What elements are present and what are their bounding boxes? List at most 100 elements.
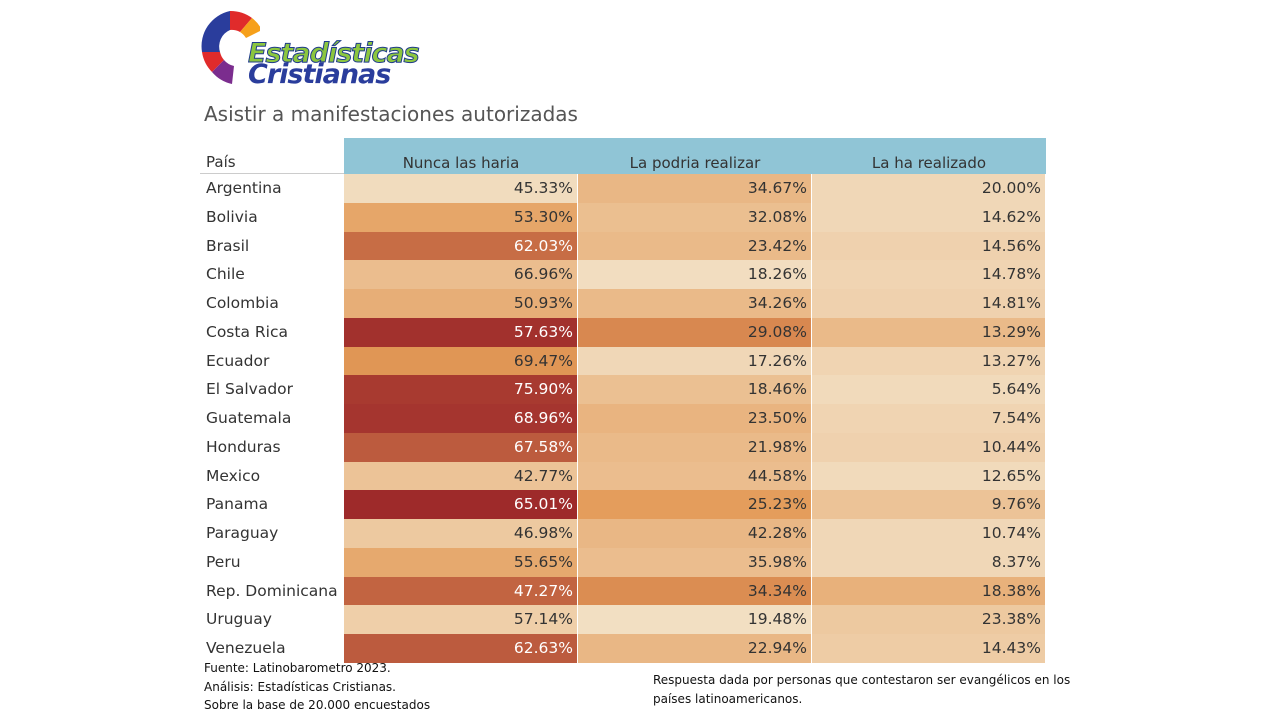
logo-ring-icon	[201, 10, 262, 84]
value-cell: 45.33%	[344, 174, 577, 203]
value-cell: 18.26%	[578, 260, 811, 289]
value-cell: 23.38%	[812, 605, 1045, 634]
value-cell: 50.93%	[344, 289, 577, 318]
value-cell: 5.64%	[812, 375, 1045, 404]
value-cell: 34.67%	[578, 174, 811, 203]
table-row: Guatemala 68.96% 23.50% 7.54%	[200, 404, 1046, 433]
table-row: Bolivia 53.30% 32.08% 14.62%	[200, 202, 1046, 232]
value-cell: 62.63%	[344, 634, 577, 663]
value-cell: 14.78%	[812, 260, 1045, 289]
logo-text-line2: Cristianas	[248, 59, 391, 90]
value-cell: 22.94%	[578, 634, 811, 663]
value-cell: 13.27%	[812, 346, 1045, 376]
table-row: Ecuador 69.47% 17.26% 13.27%	[200, 346, 1046, 376]
data-table: País Nunca las haria La podria realizar …	[200, 138, 1046, 663]
country-label: Rep. Dominicana	[206, 581, 338, 600]
value-cell: 19.48%	[578, 605, 811, 634]
value-cell: 67.58%	[344, 432, 577, 462]
value-cell: 44.58%	[578, 461, 811, 491]
header-pais-label: País	[206, 153, 236, 171]
table-row: Costa Rica 57.63% 29.08% 13.29%	[200, 317, 1046, 347]
value-cell: 14.62%	[812, 202, 1045, 232]
country-label: Panama	[206, 495, 269, 514]
value-cell: 14.43%	[812, 634, 1045, 663]
value-cell: 57.63%	[344, 317, 577, 347]
value-cell: 14.56%	[812, 231, 1045, 261]
footer-left: Fuente: Latinobarometro 2023. Análisis: …	[204, 659, 430, 715]
table-body: Argentina 45.33% 34.67% 20.00% Bolivia 53.30%…	[200, 174, 1046, 663]
value-cell: 46.98%	[344, 519, 577, 548]
country-label: Chile	[206, 265, 245, 284]
country-label: Uruguay	[206, 610, 272, 629]
value-cell: 62.03%	[344, 231, 577, 261]
value-cell: 10.44%	[812, 432, 1045, 462]
table-row: Honduras 67.58% 21.98% 10.44%	[200, 432, 1046, 462]
table-row: Mexico 42.77% 44.58% 12.65%	[200, 461, 1046, 491]
value-cell: 14.81%	[812, 289, 1045, 318]
country-label: Argentina	[206, 179, 282, 197]
country-label: Guatemala	[206, 409, 292, 427]
table-row: Chile 66.96% 18.26% 14.78%	[200, 260, 1046, 289]
value-cell: 47.27%	[344, 576, 577, 606]
value-cell: 32.08%	[578, 202, 811, 232]
country-label: Paraguay	[206, 524, 279, 542]
value-cell: 9.76%	[812, 490, 1045, 519]
value-cell: 20.00%	[812, 174, 1045, 203]
value-cell: 17.26%	[578, 346, 811, 376]
chart-title: Asistir a manifestaciones autorizadas	[204, 102, 578, 126]
country-label: El Salvador	[206, 380, 294, 399]
value-cell: 53.30%	[344, 202, 577, 232]
value-cell: 18.46%	[578, 375, 811, 404]
value-cell: 34.34%	[578, 576, 811, 606]
country-label: Honduras	[206, 437, 281, 456]
country-label: Venezuela	[206, 639, 286, 657]
country-label: Peru	[206, 552, 241, 571]
value-cell: 55.65%	[344, 547, 577, 577]
value-cell: 75.90%	[344, 375, 577, 404]
header-col-podria: La podria realizar	[629, 154, 761, 172]
country-label: Brasil	[206, 236, 250, 255]
table-row: Venezuela 62.63% 22.94% 14.43%	[200, 634, 1046, 663]
footer-source: Fuente: Latinobarometro 2023.	[204, 661, 391, 675]
footer-note: Respuesta dada por personas que contesta…	[653, 673, 1071, 706]
header-band	[344, 138, 1046, 174]
value-cell: 29.08%	[578, 317, 811, 347]
logo: Estadísticas Cristianas	[200, 8, 432, 90]
value-cell: 66.96%	[344, 260, 577, 289]
value-cell: 65.01%	[344, 490, 577, 519]
value-cell: 23.42%	[578, 231, 811, 261]
value-cell: 21.98%	[578, 432, 811, 462]
value-cell: 42.77%	[344, 461, 577, 491]
value-cell: 12.65%	[812, 461, 1045, 491]
table-row: Brasil 62.03% 23.42% 14.56%	[200, 231, 1046, 261]
table-header: País Nunca las haria La podria realizar …	[200, 138, 1046, 174]
table-row: Panama 65.01% 25.23% 9.76%	[200, 490, 1046, 519]
country-label: Ecuador	[206, 351, 270, 370]
header-col-realizado: La ha realizado	[871, 154, 987, 172]
footer-sample: Sobre la base de 20.000 encuestados	[204, 698, 431, 712]
value-cell: 25.23%	[578, 490, 811, 519]
table-row: Peru 55.65% 35.98% 8.37%	[200, 547, 1046, 577]
table-row: El Salvador 75.90% 18.46% 5.64%	[200, 375, 1046, 404]
value-cell: 35.98%	[578, 547, 811, 577]
table-row: Argentina 45.33% 34.67% 20.00%	[200, 174, 1046, 203]
value-cell: 69.47%	[344, 346, 577, 376]
value-cell: 8.37%	[812, 547, 1045, 577]
value-cell: 57.14%	[344, 605, 577, 634]
table-row: Uruguay 57.14% 19.48% 23.38%	[200, 605, 1046, 634]
value-cell: 13.29%	[812, 317, 1045, 347]
table-row: Colombia 50.93% 34.26% 14.81%	[200, 289, 1046, 318]
logo-text-line1: Estadísticas	[248, 38, 421, 69]
country-label: Costa Rica	[206, 322, 288, 341]
header-pais: País	[200, 138, 344, 174]
value-cell: 34.26%	[578, 289, 811, 318]
country-label: Bolivia	[206, 207, 258, 226]
value-cell: 42.28%	[578, 519, 811, 548]
value-cell: 7.54%	[812, 404, 1045, 433]
table-row: Paraguay 46.98% 42.28% 10.74%	[200, 519, 1046, 548]
value-cell: 18.38%	[812, 576, 1045, 606]
value-cell: 10.74%	[812, 519, 1045, 548]
value-cell: 68.96%	[344, 404, 577, 433]
footer-analysis: Análisis: Estadísticas Cristianas.	[204, 679, 396, 694]
header-col-nunca: Nunca las haria	[402, 154, 520, 172]
